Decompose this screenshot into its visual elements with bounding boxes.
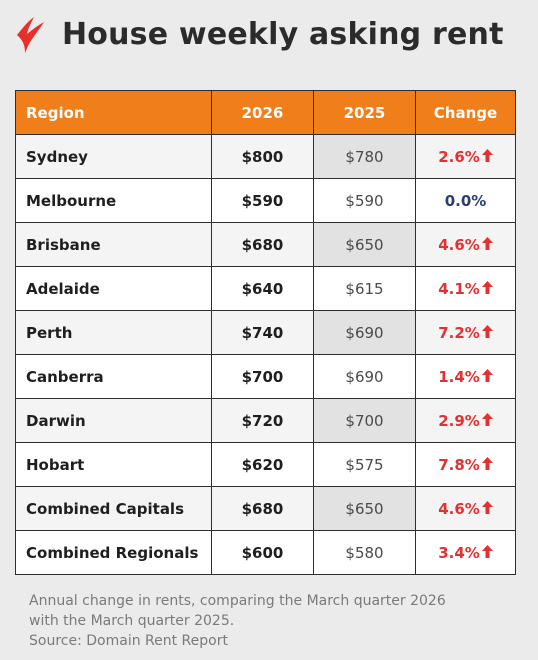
column-header-2026: 2026 (211, 90, 314, 135)
cell-2025: $615 (313, 266, 416, 311)
table-row: Canberra $700 $690 1.4% (15, 354, 516, 399)
change-value: 1.4% (438, 367, 480, 386)
column-header-region: Region (15, 90, 212, 135)
rent-table-container: Region 2026 2025 Change Sydney $800 $780 2.… (15, 90, 516, 575)
rent-table: Region 2026 2025 Change Sydney $800 $780 2.… (15, 90, 516, 575)
cell-region: Brisbane (15, 222, 212, 267)
cell-change: 7.2% (415, 310, 516, 355)
change-value: 4.1% (438, 279, 480, 298)
cell-2026: $590 (211, 178, 314, 223)
footnote: Annual change in rents, comparing the Ma… (29, 591, 499, 651)
cell-region: Darwin (15, 398, 212, 443)
footnote-line-2: with the March quarter 2025. (29, 613, 235, 629)
table-row: Sydney $800 $780 2.6% (15, 134, 516, 179)
change-value: 2.9% (438, 411, 480, 430)
cell-change: 3.4% (415, 530, 516, 575)
arrow-up-icon (481, 456, 493, 474)
change-value: 4.6% (438, 235, 480, 254)
cell-region: Sydney (15, 134, 212, 179)
arrow-up-icon (481, 368, 493, 386)
table-row: Melbourne $590 $590 0.0% (15, 178, 516, 223)
cell-2025: $780 (313, 134, 416, 179)
table-body: Sydney $800 $780 2.6% Melbourne $590 $590 0.0% B… (15, 134, 516, 575)
table-row: Brisbane $680 $650 4.6% (15, 222, 516, 267)
change-value: 2.6% (438, 147, 480, 166)
cell-2026: $600 (211, 530, 314, 575)
arrow-up-icon (481, 148, 493, 166)
cell-2025: $650 (313, 222, 416, 267)
cell-region: Perth (15, 310, 212, 355)
arrow-up-icon (481, 236, 493, 254)
cell-2026: $700 (211, 354, 314, 399)
cell-change: 2.9% (415, 398, 516, 443)
cell-change: 4.6% (415, 486, 516, 531)
cell-change: 7.8% (415, 442, 516, 487)
cell-region: Combined Capitals (15, 486, 212, 531)
cell-2026: $740 (211, 310, 314, 355)
table-row: Combined Capitals $680 $650 4.6% (15, 486, 516, 531)
cell-2025: $580 (313, 530, 416, 575)
cell-2026: $640 (211, 266, 314, 311)
table-header-row: Region 2026 2025 Change (15, 90, 516, 135)
cell-change: 0.0% (415, 178, 516, 223)
sbs-logo-icon (17, 17, 44, 53)
cell-region: Hobart (15, 442, 212, 487)
footnote-line-1: Annual change in rents, comparing the Ma… (29, 593, 446, 609)
cell-2026: $680 (211, 222, 314, 267)
table-row: Hobart $620 $575 7.8% (15, 442, 516, 487)
table-row: Adelaide $640 $615 4.1% (15, 266, 516, 311)
cell-change: 4.6% (415, 222, 516, 267)
arrow-up-icon (481, 412, 493, 430)
cell-2025: $650 (313, 486, 416, 531)
cell-2025: $575 (313, 442, 416, 487)
cell-region: Melbourne (15, 178, 212, 223)
cell-change: 4.1% (415, 266, 516, 311)
table-row: Perth $740 $690 7.2% (15, 310, 516, 355)
column-header-2025: 2025 (313, 90, 416, 135)
cell-2026: $680 (211, 486, 314, 531)
cell-region: Adelaide (15, 266, 212, 311)
arrow-up-icon (481, 280, 493, 298)
cell-change: 2.6% (415, 134, 516, 179)
change-value: 7.8% (438, 455, 480, 474)
change-value: 4.6% (438, 499, 480, 518)
table-row: Combined Regionals $600 $580 3.4% (15, 530, 516, 575)
column-header-change: Change (415, 90, 516, 135)
table-row: Darwin $720 $700 2.9% (15, 398, 516, 443)
cell-change: 1.4% (415, 354, 516, 399)
arrow-up-icon (481, 544, 493, 562)
change-value: 0.0% (444, 191, 487, 210)
arrow-up-icon (481, 500, 493, 518)
cell-2025: $590 (313, 178, 416, 223)
cell-2026: $620 (211, 442, 314, 487)
footnote-source: Source: Domain Rent Report (29, 633, 228, 649)
cell-region: Canberra (15, 354, 212, 399)
cell-2026: $720 (211, 398, 314, 443)
change-value: 7.2% (438, 323, 480, 342)
cell-2025: $690 (313, 354, 416, 399)
cell-2025: $690 (313, 310, 416, 355)
header: House weekly asking rent (14, 10, 504, 58)
cell-2025: $700 (313, 398, 416, 443)
page-title: House weekly asking rent (62, 16, 504, 52)
change-value: 3.4% (438, 543, 480, 562)
arrow-up-icon (481, 324, 493, 342)
cell-region: Combined Regionals (15, 530, 212, 575)
cell-2026: $800 (211, 134, 314, 179)
